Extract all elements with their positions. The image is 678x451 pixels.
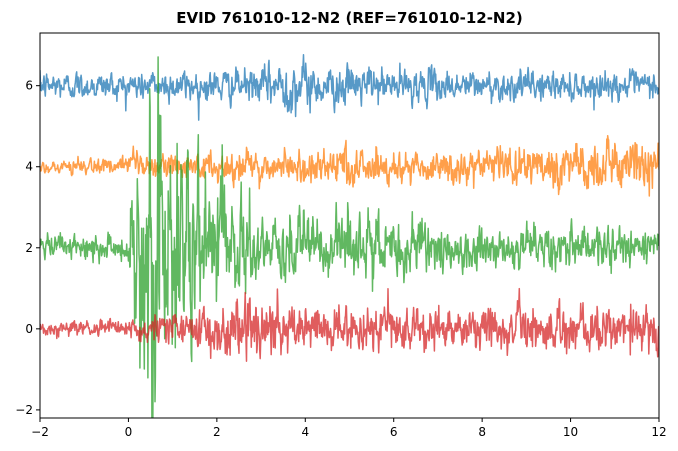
y-tick-label: 2 [25, 241, 33, 255]
x-tick-label: 10 [563, 425, 578, 439]
y-tick-label: −2 [15, 403, 33, 417]
y-tick-label: 4 [25, 160, 33, 174]
x-tick-label: 6 [390, 425, 398, 439]
series-line-4 [40, 287, 659, 362]
y-axis: −2 0 2 4 6 [15, 79, 40, 417]
plot-frame [39, 32, 660, 419]
x-tick-label: 0 [125, 425, 133, 439]
series-line-3 [40, 56, 659, 418]
x-tick-label: 4 [301, 425, 309, 439]
series-layer [40, 54, 659, 418]
x-tick-label: 12 [651, 425, 666, 439]
x-tick-label: −2 [31, 425, 49, 439]
x-tick-label: 2 [213, 425, 221, 439]
y-tick-label: 0 [25, 322, 33, 336]
x-axis: −2 0 2 4 6 8 10 12 [31, 418, 667, 439]
x-tick-label: 8 [478, 425, 486, 439]
series-line-2 [40, 134, 659, 197]
chart-title: EVID 761010-12-N2 (REF=761010-12-N2) [176, 9, 523, 27]
y-tick-label: 6 [25, 79, 33, 93]
series-line-1 [40, 54, 659, 121]
